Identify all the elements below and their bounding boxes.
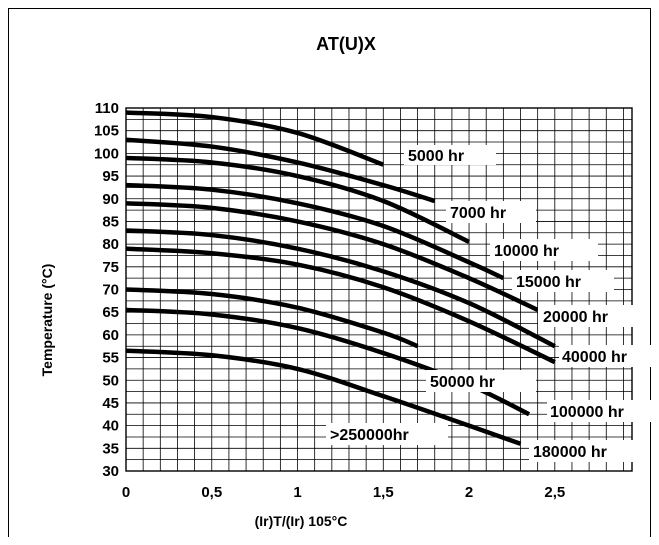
x-tick-label: 0 [122, 484, 130, 501]
label-100000: 100000 hr [547, 400, 655, 422]
series-curves [125, 110, 556, 446]
y-tick-label: 65 [102, 304, 119, 321]
y-tick-label: 60 [102, 327, 119, 344]
y-tick-labels: 30 35 40 45 50 55 60 65 70 75 80 85 90 95 100 105 110 [94, 100, 119, 480]
series-line-40000hr [125, 228, 556, 349]
label-20000-text: 20000 hr [543, 309, 608, 326]
x-tick-label: 1,5 [373, 484, 394, 501]
label-40000: 40000 hr [559, 345, 655, 367]
label-250000-text: >250000hr [330, 427, 409, 444]
y-axis-label: Temperature (°C) [39, 264, 55, 377]
y-tick-label: 95 [102, 168, 119, 185]
y-tick-label: 90 [102, 191, 119, 208]
label-100000-text: 100000 hr [550, 404, 624, 421]
label-250000: >250000hr [326, 423, 448, 445]
y-tick-label: 35 [102, 440, 119, 457]
x-tick-labels: 0 0,5 1 1,5 2 2,5 [122, 484, 565, 501]
series-line-180000hr [125, 307, 531, 417]
y-tick-label: 75 [102, 259, 119, 276]
label-15000-text: 15000 hr [516, 274, 581, 291]
label-180000-text: 180000 hr [533, 444, 607, 461]
series-line-15000hr [125, 182, 505, 281]
label-15000: 15000 hr [512, 270, 614, 292]
y-tick-label: 70 [102, 282, 119, 299]
series-line-250000hr [125, 348, 522, 446]
y-tick-label: 80 [102, 236, 119, 253]
y-tick-label: 55 [102, 350, 119, 367]
label-5000-text: 5000 hr [408, 148, 464, 165]
x-axis-label: (Ir)T/(Ir) 105°C [255, 513, 348, 529]
y-tick-label: 100 [94, 145, 119, 162]
y-tick-label: 105 [94, 123, 119, 140]
series-line-50000hr [125, 246, 556, 365]
y-tick-label: 50 [102, 372, 119, 389]
series-line-7000hr [125, 137, 436, 204]
label-40000-text: 40000 hr [562, 349, 627, 366]
label-50000: 50000 hr [426, 370, 536, 392]
curve-labels: 5000 hr 7000 hr 10000 hr 15000 hr 20000 … [326, 145, 655, 462]
series-line-10000hr [125, 155, 471, 244]
label-180000: 180000 hr [529, 440, 649, 462]
x-tick-label: 1 [293, 484, 301, 501]
label-20000: 20000 hr [538, 305, 648, 327]
series-line-100000hr [125, 287, 419, 349]
x-tick-label: 2 [465, 484, 473, 501]
y-tick-label: 40 [102, 418, 119, 435]
chart-title: AT(U)X [316, 34, 376, 54]
x-tick-label: 2,5 [544, 484, 565, 501]
y-tick-label: 45 [102, 395, 119, 412]
label-50000-text: 50000 hr [430, 374, 495, 391]
x-tick-label: 0,5 [201, 484, 222, 501]
label-10000: 10000 hr [490, 239, 598, 261]
chart-frame [8, 8, 651, 537]
label-5000: 5000 hr [404, 145, 496, 165]
label-7000-text: 7000 hr [450, 205, 506, 222]
y-tick-label: 85 [102, 213, 119, 230]
label-7000: 7000 hr [446, 201, 536, 223]
series-line-20000hr [125, 201, 539, 312]
label-10000-text: 10000 hr [494, 243, 559, 260]
series-line-5000hr [125, 110, 385, 167]
y-tick-label: 110 [95, 100, 119, 117]
y-tick-label: 30 [102, 463, 119, 480]
